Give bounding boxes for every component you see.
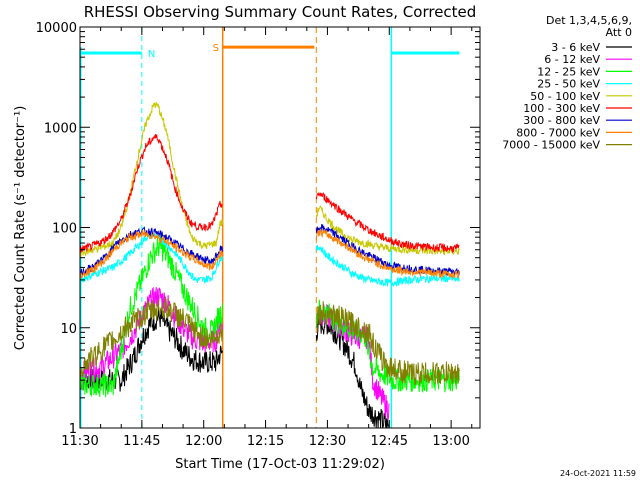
series-line-7-1	[315, 228, 460, 280]
series-25-50keV	[79, 231, 460, 287]
x-tick-label: 12:00	[185, 434, 222, 449]
legend-header-0: Det 1,3,4,5,6,9,	[546, 14, 632, 27]
x-tick-label: 12:15	[247, 434, 284, 449]
series-line-7-0	[79, 229, 223, 280]
legend-label: 7000 - 15000 keV	[502, 139, 600, 152]
series-line-3-1	[315, 244, 460, 287]
series-line-8-0	[79, 296, 223, 378]
series-800-7000keV	[79, 228, 460, 280]
series-line-2-0	[79, 236, 223, 398]
x-tick-label: 12:30	[309, 434, 346, 449]
x-tick-label: 11:45	[123, 434, 160, 449]
legend-header-1: Att 0	[606, 26, 632, 39]
saa-marker-label: S	[213, 43, 219, 54]
y-tick-label: 1	[69, 422, 77, 437]
legend-label: 12 - 25 keV	[537, 65, 600, 78]
series-line-6-0	[79, 226, 223, 276]
chart-title: RHESSI Observing Summary Count Rates, Co…	[84, 3, 477, 21]
y-tick-label: 10000	[36, 21, 77, 36]
plot-area: NS	[79, 27, 460, 429]
x-tick-label: 11:30	[61, 434, 98, 449]
legend-label: 6 - 12 keV	[544, 53, 600, 66]
night-marker-label: N	[148, 49, 155, 60]
series-line-8-1	[315, 301, 460, 386]
y-axis-label: Corrected Count Rate (s⁻¹ detector⁻¹)	[13, 106, 28, 351]
series-line-5-0	[79, 134, 223, 253]
plot-frame	[79, 26, 481, 429]
x-axis-label: Start Time (17-Oct-03 11:29:02)	[175, 457, 385, 472]
timestamp: 24-Oct-2021 11:59	[560, 469, 636, 478]
legend-label: 25 - 50 keV	[537, 78, 600, 91]
legend-label: 800 - 7000 keV	[516, 126, 600, 139]
series-100-300keV	[79, 134, 460, 254]
legend-label: 100 - 300 keV	[523, 102, 600, 115]
legend-label: 3 - 6 keV	[551, 41, 600, 54]
y-tick-label: 1000	[44, 121, 77, 136]
series-6-12keV	[79, 286, 390, 421]
series-line-3-0	[79, 231, 223, 284]
series-line-5-1	[315, 191, 460, 254]
legend-label: 50 - 100 keV	[530, 90, 600, 103]
y-axis: 1 10 100 1000 10000	[36, 21, 480, 437]
series-line-4-0	[79, 102, 223, 257]
y-tick-label: 100	[52, 222, 77, 237]
series-line-0-1	[315, 312, 390, 429]
y-tick-label: 10	[60, 322, 77, 337]
x-tick-label: 13:00	[432, 434, 469, 449]
x-axis: 11:30 11:45 12:00 12:15 12:30 12:45 13:00	[61, 27, 473, 449]
legend-label: 300 - 800 keV	[523, 114, 600, 127]
x-tick-label: 12:45	[371, 434, 408, 449]
series-7000-15000keV	[79, 296, 460, 386]
